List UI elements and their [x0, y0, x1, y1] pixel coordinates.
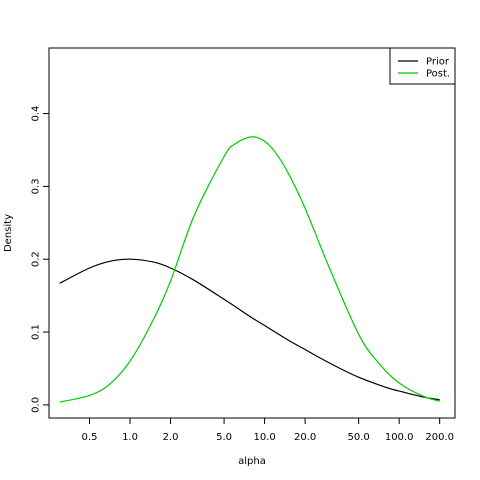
x-tick-label: 0.5	[82, 432, 98, 443]
x-tick-label: 100.0	[385, 432, 414, 443]
legend-box	[389, 47, 456, 85]
series-line-prior	[59, 258, 440, 401]
y-tick-label: 0.3	[31, 178, 42, 194]
series-line-post	[59, 136, 440, 403]
y-tick-label: 0.2	[31, 251, 42, 267]
y-tick-label: 0.0	[31, 397, 42, 413]
legend-label-prior: Prior	[426, 57, 450, 68]
y-tick-label: 0.1	[31, 324, 42, 340]
x-axis-label: alpha	[238, 456, 266, 467]
plot-frame	[48, 47, 456, 419]
y-tick-label: 0.4	[31, 106, 42, 122]
series-layer	[59, 136, 440, 403]
x-tick-label: 10.0	[253, 432, 275, 443]
x-tick-label: 2.0	[163, 432, 179, 443]
x-tick-label: 20.0	[294, 432, 316, 443]
x-tick-label: 1.0	[122, 432, 138, 443]
x-axis: 0.5 1.0 2.0 5.0 10.0 20.0 50.0 100.0 200.0	[82, 417, 454, 443]
y-axis-label: Density	[3, 214, 14, 252]
x-tick-label: 200.0	[425, 432, 454, 443]
x-tick-label: 5.0	[216, 432, 232, 443]
x-tick-label: 50.0	[348, 432, 370, 443]
legend-label-post: Post.	[426, 69, 450, 80]
y-axis: 0.0 0.1 0.2 0.3 0.4	[31, 106, 50, 413]
